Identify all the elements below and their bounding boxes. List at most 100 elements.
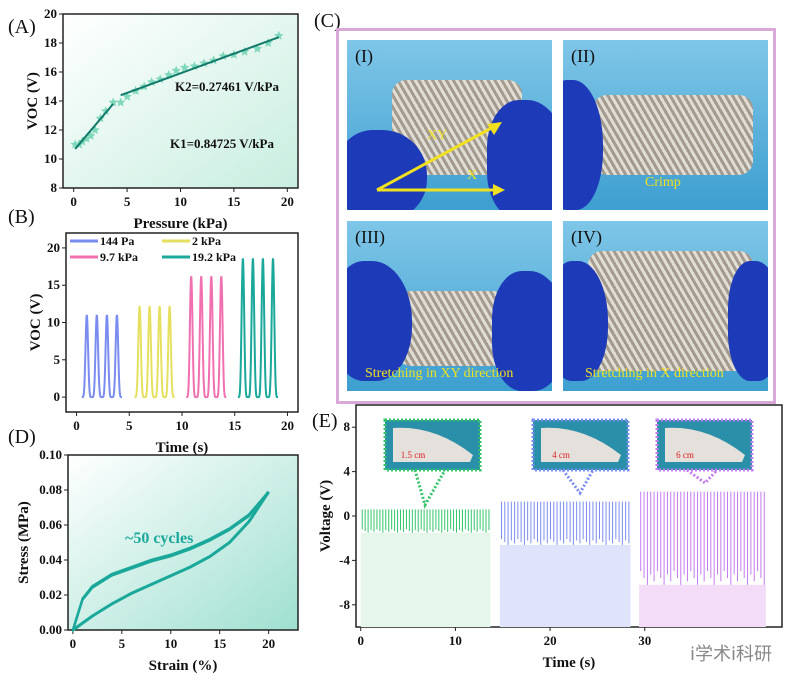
axes-frame	[67, 454, 299, 631]
data-point	[199, 58, 209, 68]
data-point	[180, 62, 190, 72]
y-tick-label: 0.08	[39, 482, 62, 497]
voltage-trace	[640, 491, 765, 585]
x-tick-label: 15	[213, 636, 227, 651]
fit-label-k2: K2=0.27461 V/kPa	[175, 79, 279, 94]
y-tick-label: 10	[47, 315, 60, 330]
watermark: i学术i科研	[690, 644, 773, 665]
y-tick-label: 14	[44, 93, 58, 108]
data-point	[263, 38, 273, 47]
series-line	[186, 276, 227, 399]
data-point	[115, 97, 126, 107]
y-tick-label: 0.04	[39, 552, 62, 567]
data-point	[81, 133, 92, 143]
x-tick-label: 20	[281, 194, 294, 209]
x-tick-label: 20	[544, 633, 557, 648]
y-tick-label: 4	[344, 464, 351, 479]
y-tick-label: 0.10	[39, 447, 62, 462]
photo-iv: (IV) Stretching in X direction	[563, 221, 768, 391]
glove-left	[347, 261, 412, 381]
data-point	[239, 46, 250, 56]
panel-label-c: (C)	[314, 10, 341, 32]
legend-label: 9.7 kPa	[100, 250, 138, 264]
x-tick-label: 5	[126, 418, 133, 433]
voltage-trace	[501, 501, 630, 545]
photo-i: (I) XY X	[347, 40, 552, 210]
y-axis-label: Voltage (V)	[318, 480, 334, 552]
x-tick-label: 20	[262, 636, 275, 651]
series-line	[134, 305, 175, 399]
caption-x: X	[467, 168, 478, 183]
legend-label: 144 Pa	[100, 234, 134, 248]
y-tick-label: 20	[44, 6, 57, 21]
inset-height-label: 4 cm	[552, 450, 570, 460]
y-tick-label: 15	[47, 277, 61, 292]
y-tick-label: 18	[44, 35, 58, 50]
legend-label: 2 kPa	[192, 234, 221, 248]
y-tick-label: 8	[344, 419, 351, 434]
inset-height-label: 6 cm	[676, 450, 694, 460]
fit-label-k1: K1=0.84725 V/kPa	[170, 136, 274, 151]
segment-fill	[499, 544, 631, 627]
caption: Stretching in XY direction	[365, 366, 514, 381]
y-tick-label: 16	[44, 64, 58, 79]
caption-xy: XY	[427, 128, 448, 143]
y-tick-label: 0	[54, 389, 61, 404]
x-tick-label: 10	[449, 633, 462, 648]
mesh-fabric	[593, 95, 753, 175]
inset-pointer	[413, 469, 447, 509]
y-axis-label: VOC (V)	[25, 72, 41, 130]
mesh-fabric	[588, 251, 753, 371]
y-tick-label: 8	[51, 180, 58, 195]
x-tick-label: 30	[638, 633, 651, 648]
inset-pointer	[686, 468, 719, 485]
data-point	[171, 65, 181, 75]
y-tick-label: 20	[47, 240, 60, 255]
glove-right	[492, 271, 552, 391]
x-tick-label: 10	[164, 636, 177, 651]
x-tick-label: 5	[119, 636, 126, 651]
y-axis-label: VOC (V)	[28, 294, 44, 352]
y-tick-label: 0.06	[39, 517, 62, 532]
photo-tag: (II)	[571, 46, 595, 66]
panel-label-d: (D)	[8, 426, 36, 448]
y-axis-label: Stress (MPa)	[16, 501, 32, 584]
sock-shape	[393, 427, 473, 462]
mesh-fabric	[397, 291, 507, 366]
series-line	[81, 314, 122, 399]
plot-background	[63, 14, 298, 188]
data-point	[108, 97, 118, 107]
photo-ii: (II) Crimp	[563, 40, 768, 210]
inset-height-label: 1.5 cm	[401, 450, 426, 460]
glove-right	[728, 261, 768, 381]
x-tick-label: 20	[281, 418, 294, 433]
segment-fill	[360, 532, 491, 627]
y-tick-label: 5	[54, 352, 61, 367]
data-point	[122, 91, 132, 101]
panel-label-a: (A)	[8, 16, 36, 38]
plot-background	[68, 455, 298, 630]
segment-fill	[639, 584, 766, 627]
unloading-curve	[72, 490, 270, 632]
photo-tag: (III)	[355, 227, 385, 247]
fit-line	[120, 36, 280, 97]
x-tick-label: 0	[73, 418, 80, 433]
photo-iii: (III) Stretching in XY direction	[347, 221, 552, 391]
loading-curve	[72, 493, 270, 633]
xy-arrows	[376, 122, 505, 196]
data-point	[252, 43, 263, 53]
caption: Crimp	[645, 175, 681, 190]
voltage-trace	[361, 509, 490, 533]
caption: Stretching in X direction	[585, 366, 724, 381]
series-line	[237, 258, 278, 399]
x-tick-label: 0	[70, 194, 77, 209]
photo-tag: (I)	[355, 46, 373, 66]
x-axis-label: Pressure (kPa)	[133, 216, 227, 232]
x-axis-label: Time (s)	[543, 655, 596, 671]
x-tick-label: 0	[70, 636, 77, 651]
x-axis-label: Strain (%)	[149, 658, 218, 674]
legend-label: 19.2 kPa	[192, 250, 236, 264]
glove-left	[563, 261, 608, 381]
x-tick-label: 15	[227, 194, 241, 209]
